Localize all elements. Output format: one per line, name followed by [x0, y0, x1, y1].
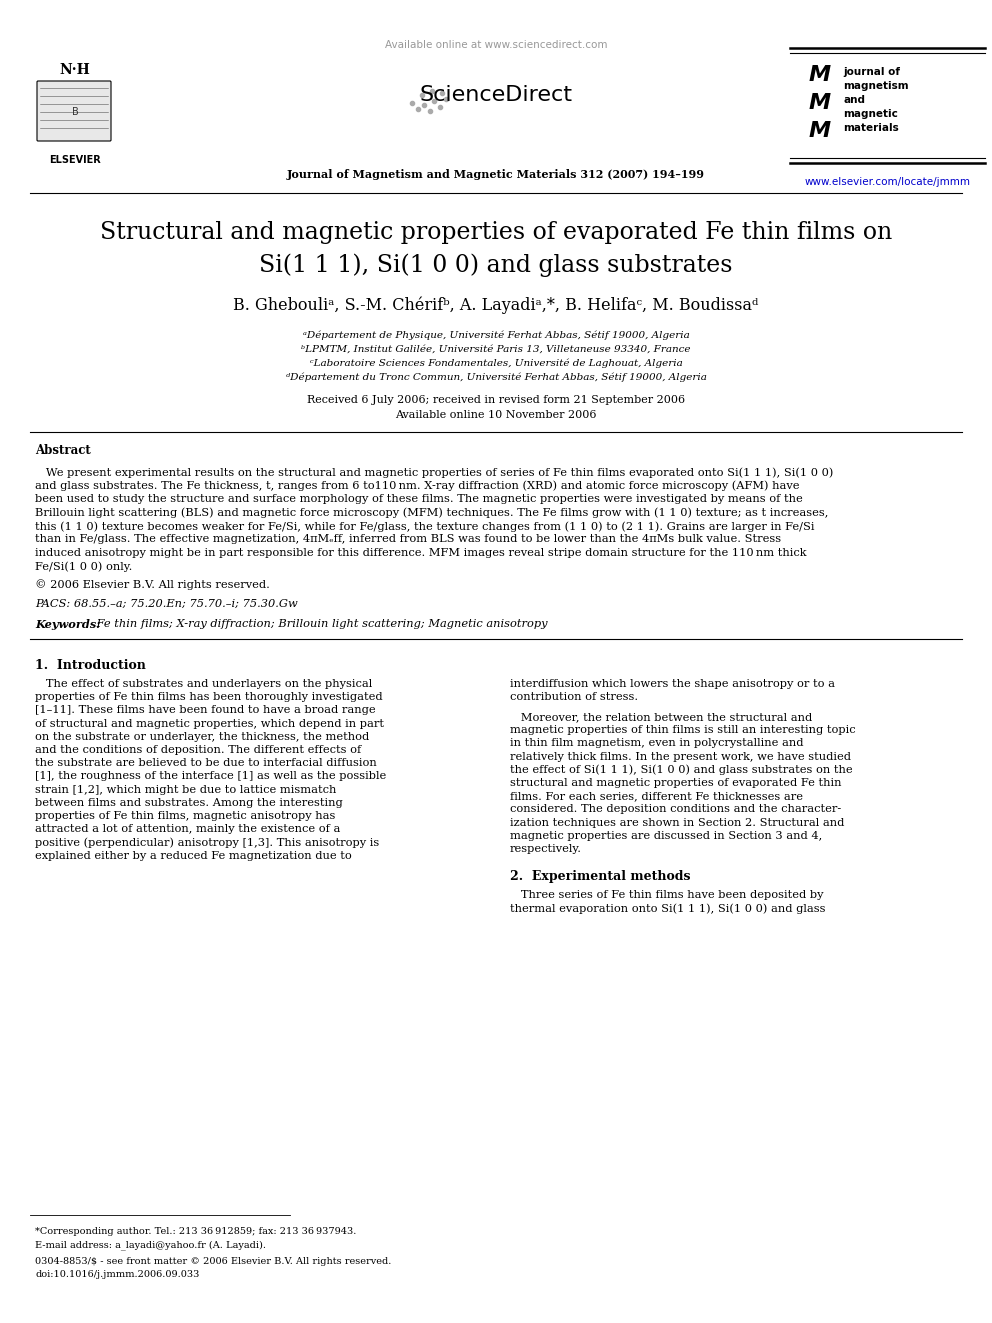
Text: Fe thin films; X-ray diffraction; Brillouin light scattering; Magnetic anisotrop: Fe thin films; X-ray diffraction; Brillo…	[93, 619, 548, 628]
Text: Fe/Si(1 0 0) only.: Fe/Si(1 0 0) only.	[35, 561, 132, 572]
Text: ᶜLaboratoire Sciences Fondamentales, Université de Laghouat, Algeria: ᶜLaboratoire Sciences Fondamentales, Uni…	[310, 359, 682, 368]
Text: contribution of stress.: contribution of stress.	[510, 692, 638, 703]
Text: properties of Fe thin films has been thoroughly investigated: properties of Fe thin films has been tho…	[35, 692, 383, 703]
Text: thermal evaporation onto Si(1 1 1), Si(1 0 0) and glass: thermal evaporation onto Si(1 1 1), Si(1…	[510, 904, 825, 914]
Text: ᵇLPMTM, Institut Galilée, Université Paris 13, Villetaneuse 93340, France: ᵇLPMTM, Institut Galilée, Université Par…	[302, 344, 690, 353]
Text: Keywords:: Keywords:	[35, 619, 100, 630]
Text: considered. The deposition conditions and the character-: considered. The deposition conditions an…	[510, 804, 841, 815]
Text: Three series of Fe thin films have been deposited by: Three series of Fe thin films have been …	[510, 890, 823, 901]
Text: ScienceDirect: ScienceDirect	[420, 85, 572, 105]
Text: B. Ghebouliᵃ, S.-M. Chérifᵇ, A. Layadiᵃ,*, B. Helifaᶜ, M. Boudissaᵈ: B. Ghebouliᵃ, S.-M. Chérifᵇ, A. Layadiᵃ,…	[233, 296, 759, 314]
Text: Available online at www.sciencedirect.com: Available online at www.sciencedirect.co…	[385, 40, 607, 50]
Text: N·H: N·H	[60, 64, 90, 77]
Text: and the conditions of deposition. The different effects of: and the conditions of deposition. The di…	[35, 745, 361, 755]
Text: 2.  Experimental methods: 2. Experimental methods	[510, 871, 690, 884]
Text: doi:10.1016/j.jmmm.2006.09.033: doi:10.1016/j.jmmm.2006.09.033	[35, 1270, 199, 1279]
Text: this (1 1 0) texture becomes weaker for Fe/Si, while for Fe/glass, the texture c: this (1 1 0) texture becomes weaker for …	[35, 521, 814, 532]
Text: journal of
magnetism
and
magnetic
materials: journal of magnetism and magnetic materi…	[843, 67, 909, 134]
Text: explained either by a reduced Fe magnetization due to: explained either by a reduced Fe magneti…	[35, 851, 352, 860]
Text: B: B	[71, 107, 78, 116]
Text: between films and substrates. Among the interesting: between films and substrates. Among the …	[35, 798, 343, 808]
Text: ᵈDépartement du Tronc Commun, Université Ferhat Abbas, Sétif 19000, Algeria: ᵈDépartement du Tronc Commun, Université…	[286, 372, 706, 382]
Text: www.elsevier.com/locate/jmmm: www.elsevier.com/locate/jmmm	[805, 177, 971, 187]
Text: [1–11]. These films have been found to have a broad range: [1–11]. These films have been found to h…	[35, 705, 376, 716]
Text: on the substrate or underlayer, the thickness, the method: on the substrate or underlayer, the thic…	[35, 732, 369, 742]
Text: the substrate are believed to be due to interfacial diffusion: the substrate are believed to be due to …	[35, 758, 377, 769]
Text: magnetic properties of thin films is still an interesting topic: magnetic properties of thin films is sti…	[510, 725, 856, 736]
Text: positive (perpendicular) anisotropy [1,3]. This anisotropy is: positive (perpendicular) anisotropy [1,3…	[35, 837, 379, 848]
Text: Moreover, the relation between the structural and: Moreover, the relation between the struc…	[510, 712, 812, 722]
Text: 1.  Introduction: 1. Introduction	[35, 659, 146, 672]
FancyBboxPatch shape	[37, 81, 111, 142]
Text: Available online 10 November 2006: Available online 10 November 2006	[395, 410, 597, 419]
Text: the effect of Si(1 1 1), Si(1 0 0) and glass substrates on the: the effect of Si(1 1 1), Si(1 0 0) and g…	[510, 765, 853, 775]
Text: than in Fe/glass. The effective magnetization, 4πMₑff, inferred from BLS was fou: than in Fe/glass. The effective magnetiz…	[35, 534, 781, 545]
Text: interdiffusion which lowers the shape anisotropy or to a: interdiffusion which lowers the shape an…	[510, 679, 835, 689]
Text: The effect of substrates and underlayers on the physical: The effect of substrates and underlayers…	[35, 679, 372, 689]
Text: Journal of Magnetism and Magnetic Materials 312 (2007) 194–199: Journal of Magnetism and Magnetic Materi…	[287, 169, 705, 180]
Text: M: M	[808, 65, 831, 85]
Text: ᵃDépartement de Physique, Université Ferhat Abbas, Sétif 19000, Algeria: ᵃDépartement de Physique, Université Fer…	[303, 331, 689, 340]
Text: ization techniques are shown in Section 2. Structural and: ization techniques are shown in Section …	[510, 818, 844, 828]
Text: attracted a lot of attention, mainly the existence of a: attracted a lot of attention, mainly the…	[35, 824, 340, 835]
Text: in thin film magnetism, even in polycrystalline and: in thin film magnetism, even in polycrys…	[510, 738, 804, 749]
Text: 0304-8853/$ - see front matter © 2006 Elsevier B.V. All rights reserved.: 0304-8853/$ - see front matter © 2006 El…	[35, 1257, 392, 1266]
Text: Brillouin light scattering (BLS) and magnetic force microscopy (MFM) techniques.: Brillouin light scattering (BLS) and mag…	[35, 508, 828, 519]
Text: induced anisotropy might be in part responsible for this difference. MFM images : induced anisotropy might be in part resp…	[35, 548, 806, 558]
Text: magnetic properties are discussed in Section 3 and 4,: magnetic properties are discussed in Sec…	[510, 831, 822, 841]
Text: Received 6 July 2006; received in revised form 21 September 2006: Received 6 July 2006; received in revise…	[307, 396, 685, 405]
Text: films. For each series, different Fe thicknesses are: films. For each series, different Fe thi…	[510, 791, 803, 802]
Text: structural and magnetic properties of evaporated Fe thin: structural and magnetic properties of ev…	[510, 778, 841, 789]
Text: [1], the roughness of the interface [1] as well as the possible: [1], the roughness of the interface [1] …	[35, 771, 386, 782]
Text: of structural and magnetic properties, which depend in part: of structural and magnetic properties, w…	[35, 718, 384, 729]
Text: Si(1 1 1), Si(1 0 0) and glass substrates: Si(1 1 1), Si(1 0 0) and glass substrate…	[259, 253, 733, 277]
Text: Abstract: Abstract	[35, 445, 90, 458]
Text: E-mail address: a_layadi@yahoo.fr (A. Layadi).: E-mail address: a_layadi@yahoo.fr (A. La…	[35, 1240, 266, 1250]
Text: Structural and magnetic properties of evaporated Fe thin films on: Structural and magnetic properties of ev…	[100, 221, 892, 243]
Text: and glass substrates. The Fe thickness, t, ranges from 6 to110 nm. X-ray diffrac: and glass substrates. The Fe thickness, …	[35, 480, 800, 491]
Text: PACS: 68.55.–a; 75.20.En; 75.70.–i; 75.30.Gw: PACS: 68.55.–a; 75.20.En; 75.70.–i; 75.3…	[35, 599, 298, 609]
Text: M: M	[808, 120, 831, 142]
Text: We present experimental results on the structural and magnetic properties of ser: We present experimental results on the s…	[35, 467, 833, 478]
Text: © 2006 Elsevier B.V. All rights reserved.: © 2006 Elsevier B.V. All rights reserved…	[35, 579, 270, 590]
Text: respectively.: respectively.	[510, 844, 582, 855]
Text: relatively thick films. In the present work, we have studied: relatively thick films. In the present w…	[510, 751, 851, 762]
Text: been used to study the structure and surface morphology of these films. The magn: been used to study the structure and sur…	[35, 493, 803, 504]
Text: ELSEVIER: ELSEVIER	[50, 155, 101, 165]
Text: *Corresponding author. Tel.: 213 36 912859; fax: 213 36 937943.: *Corresponding author. Tel.: 213 36 9128…	[35, 1226, 356, 1236]
Text: M: M	[808, 93, 831, 112]
Text: properties of Fe thin films, magnetic anisotropy has: properties of Fe thin films, magnetic an…	[35, 811, 335, 822]
Text: strain [1,2], which might be due to lattice mismatch: strain [1,2], which might be due to latt…	[35, 785, 336, 795]
